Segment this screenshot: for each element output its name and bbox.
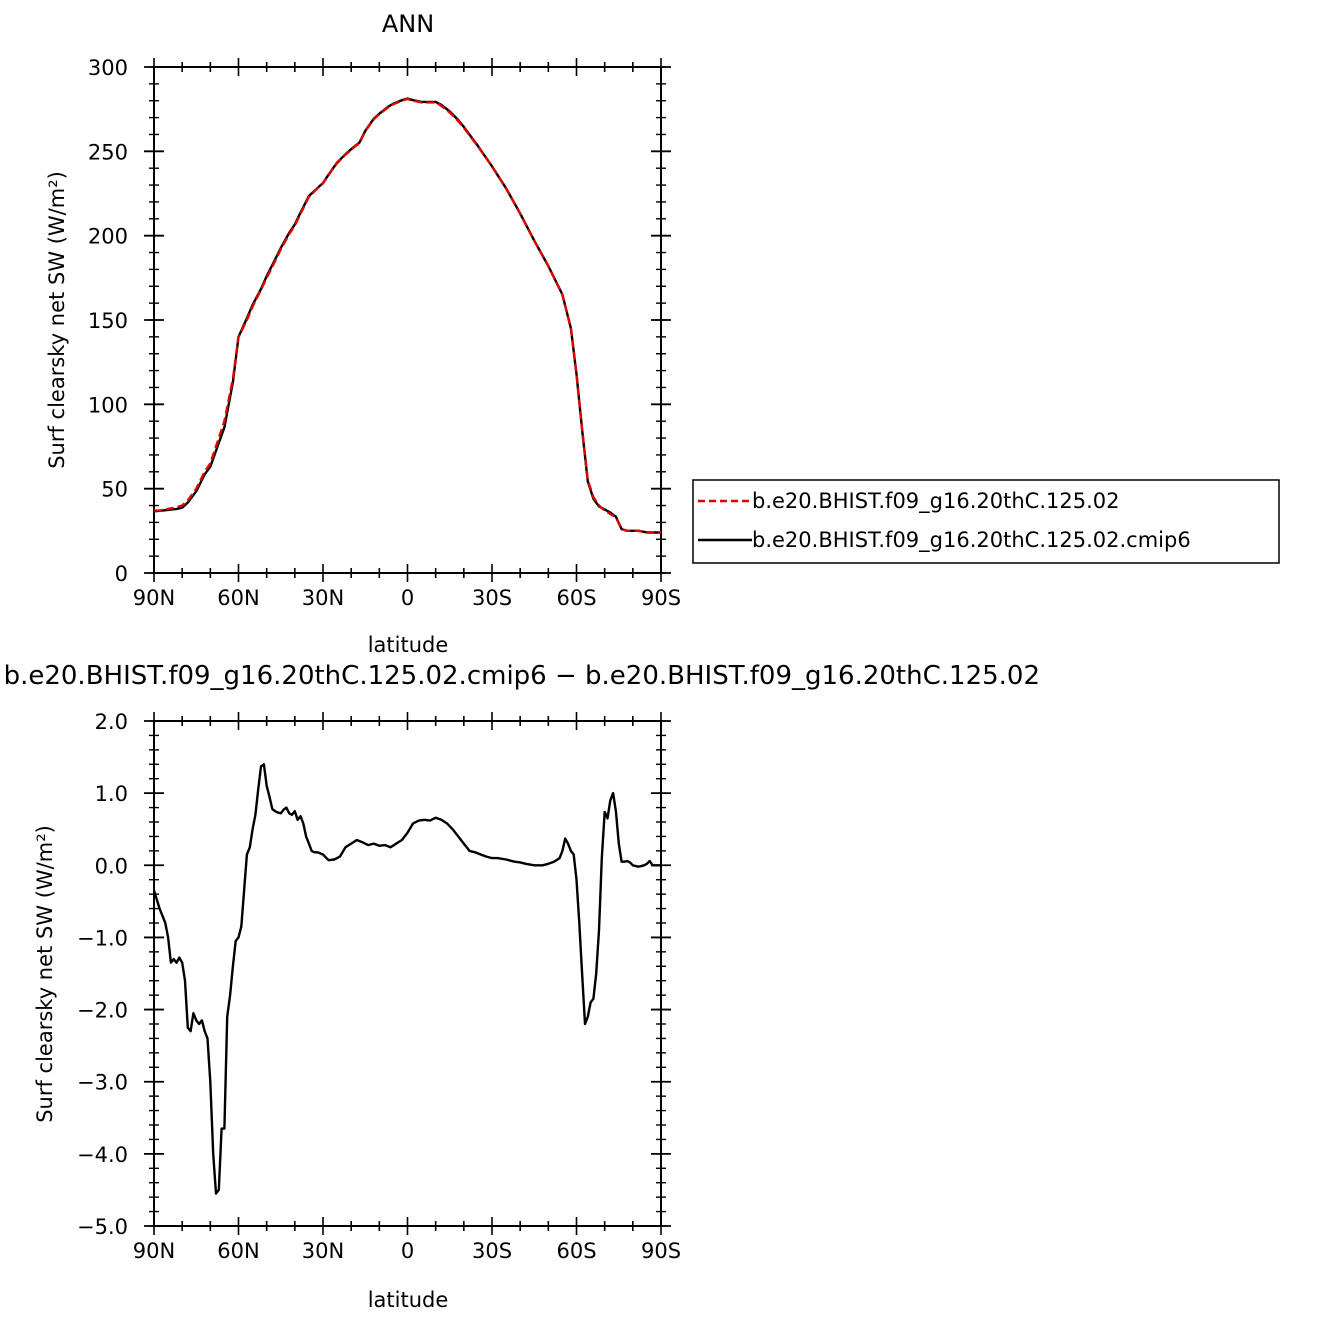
bottom-y-tick-label: −1.0 bbox=[77, 926, 128, 950]
top-y-tick-label: 50 bbox=[101, 478, 128, 502]
bottom-x-tick-label: 60N bbox=[217, 1239, 259, 1263]
top-x-tick-label: 60S bbox=[556, 586, 596, 610]
bottom-x-tick-label: 60S bbox=[556, 1239, 596, 1263]
bottom-chart: b.e20.BHIST.f09_g16.20thC.125.02.cmip6 −… bbox=[4, 661, 1040, 1312]
bottom-y-tick-label: 2.0 bbox=[95, 710, 128, 734]
top-series-2-line bbox=[154, 97, 661, 534]
bottom-plot-area: 90N 60N 30N 0 30S 60S 90S −5.0 −4.0 −3.0 −2.0 −1.0 0… bbox=[77, 710, 681, 1263]
bottom-x-tick-label: 90S bbox=[641, 1239, 681, 1263]
bottom-x-tick-label: 0 bbox=[401, 1239, 414, 1263]
bottom-y-tick-label: −5.0 bbox=[77, 1215, 128, 1239]
top-x-tick-label: 30S bbox=[472, 586, 512, 610]
bottom-y-tick-label: −3.0 bbox=[77, 1071, 128, 1095]
legend-label-series-2: b.e20.BHIST.f09_g16.20thC.125.02.cmip6 bbox=[752, 528, 1191, 553]
top-x-axis-label: latitude bbox=[368, 633, 449, 657]
top-x-tick-label: 90S bbox=[641, 586, 681, 610]
top-y-tick-label: 150 bbox=[88, 309, 128, 333]
top-series-1-line bbox=[153, 97, 661, 534]
bottom-y-tick-label: 1.0 bbox=[95, 782, 128, 806]
bottom-chart-title: b.e20.BHIST.f09_g16.20thC.125.02.cmip6 −… bbox=[4, 661, 1040, 691]
top-plot-frame bbox=[153, 66, 662, 574]
top-x-tick-label: 90N bbox=[133, 586, 175, 610]
top-y-axis-label: Surf clearsky net SW (W/m²) bbox=[45, 171, 69, 469]
bottom-y-axis-label: Surf clearsky net SW (W/m²) bbox=[33, 825, 57, 1123]
top-y-tick-label: 250 bbox=[88, 140, 128, 164]
top-y-tick-label: 0 bbox=[115, 562, 128, 586]
top-plot-area: 90N 60N 30N 0 30S 60S 90S 0 50 100 150 200 250 300 bbox=[88, 56, 681, 610]
bottom-x-tick-label: 30S bbox=[472, 1239, 512, 1263]
legend-box bbox=[692, 479, 1280, 564]
bottom-x-tick-label: 30N bbox=[302, 1239, 344, 1263]
top-y-tick-label: 100 bbox=[88, 393, 128, 417]
top-chart-title: ANN bbox=[382, 10, 434, 38]
top-x-tick-label: 60N bbox=[217, 586, 259, 610]
bottom-x-tick-label: 90N bbox=[133, 1239, 175, 1263]
bottom-x-axis-label: latitude bbox=[368, 1288, 449, 1312]
legend: b.e20.BHIST.f09_g16.20thC.125.02 b.e20.B… bbox=[692, 479, 1280, 564]
bottom-series-1-line bbox=[152, 763, 661, 1195]
bottom-y-tick-label: −4.0 bbox=[77, 1143, 128, 1167]
top-y-tick-label: 300 bbox=[88, 56, 128, 80]
legend-label-series-1: b.e20.BHIST.f09_g16.20thC.125.02 bbox=[752, 489, 1119, 514]
bottom-plot-frame bbox=[153, 720, 662, 1227]
top-x-tick-label: 30N bbox=[302, 586, 344, 610]
top-y-tick-label: 200 bbox=[88, 225, 128, 249]
bottom-y-tick-label: −2.0 bbox=[77, 999, 128, 1023]
top-chart: ANN Surf clearsky net SW (W/m²) latitude… bbox=[45, 10, 681, 657]
bottom-y-tick-label: 0.0 bbox=[95, 854, 128, 878]
top-x-tick-label: 0 bbox=[401, 586, 414, 610]
